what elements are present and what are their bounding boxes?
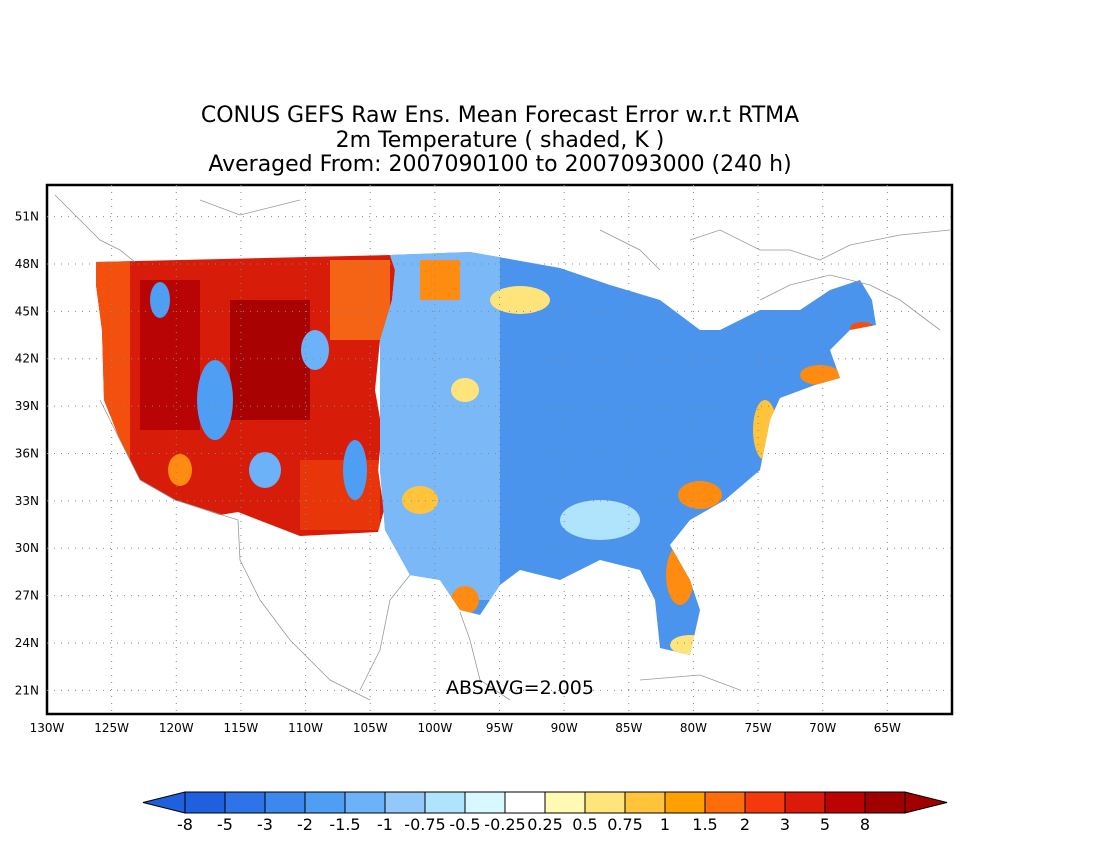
- colorbar-label: 1: [660, 815, 670, 834]
- y-tick-label: 30N: [15, 541, 39, 555]
- colorbar-label: -1: [377, 815, 393, 834]
- y-tick-label: 24N: [15, 636, 39, 650]
- colorbar-swatch: [544, 791, 586, 814]
- colorbar-label: -3: [257, 815, 273, 834]
- colorbar-label: -0.5: [449, 815, 480, 834]
- x-tick-label: 65W: [874, 721, 901, 735]
- y-tick-label: 39N: [15, 399, 39, 413]
- colorbar-swatch: [824, 791, 866, 814]
- colorbar-swatch: [464, 791, 506, 814]
- y-tick-label: 42N: [15, 352, 39, 366]
- title-line-1: CONUS GEFS Raw Ens. Mean Forecast Error …: [200, 103, 800, 128]
- colorbar-high-arrow: [904, 791, 948, 814]
- colorbar-label: 0.5: [572, 815, 597, 834]
- absavg-annotation: ABSAVG=2.005: [446, 677, 594, 699]
- x-tick-label: 130W: [30, 721, 65, 735]
- x-tick-label: 120W: [159, 721, 194, 735]
- colorbar-label: 5: [820, 815, 830, 834]
- colorbar-swatch: [784, 791, 826, 814]
- title-line-3: Averaged From: 2007090100 to 2007093000 …: [208, 152, 792, 177]
- x-tick-label: 95W: [486, 721, 513, 735]
- colorbar-label: -2: [297, 815, 313, 834]
- x-axis-ticks: 130W 125W 120W 115W 110W 105W 100W 95W 90W 85W 80W…: [30, 721, 901, 735]
- colorbar-swatch: [704, 791, 746, 814]
- x-tick-label: 105W: [353, 721, 388, 735]
- y-axis-ticks: 21N 24N 27N 30N 33N 36N 39N 42N 45N 48N 51N: [15, 210, 39, 698]
- colorbar-swatch: [664, 791, 706, 814]
- colorbar-label: -1.5: [329, 815, 360, 834]
- x-tick-label: 125W: [94, 721, 129, 735]
- x-tick-label: 80W: [680, 721, 707, 735]
- y-tick-label: 51N: [15, 210, 39, 224]
- colorbar-label: 0.25: [527, 815, 563, 834]
- colorbar: -8 -5 -3 -2 -1.5 -1 -0.75 -0.5 -0.25 0.25 0.5 0.75 1…: [142, 791, 948, 834]
- y-tick-label: 21N: [15, 683, 39, 697]
- y-tick-label: 36N: [15, 446, 39, 460]
- colorbar-label: -0.75: [404, 815, 445, 834]
- coastline-outline: [54, 194, 951, 701]
- x-tick-label: 110W: [288, 721, 323, 735]
- colorbar-swatch: [264, 791, 306, 814]
- colorbar-swatch: [424, 791, 466, 814]
- colorbar-swatch: [224, 791, 266, 814]
- y-tick-label: 45N: [15, 304, 39, 318]
- colorbar-swatch: [624, 791, 666, 814]
- x-tick-label: 115W: [224, 721, 259, 735]
- x-tick-label: 100W: [417, 721, 452, 735]
- colorbar-swatch: [584, 791, 626, 814]
- title-line-2: 2m Temperature ( shaded, K ): [335, 128, 665, 153]
- colorbar-swatch: [304, 791, 346, 814]
- colorbar-swatch: [344, 791, 386, 814]
- x-tick-label: 70W: [809, 721, 836, 735]
- colorbar-label: 0.75: [607, 815, 643, 834]
- y-tick-label: 27N: [15, 589, 39, 603]
- colorbar-swatch: [864, 791, 906, 814]
- colorbar-label: -5: [217, 815, 233, 834]
- colorbar-label: 8: [860, 815, 870, 834]
- colorbar-swatch: [504, 791, 546, 814]
- colorbar-label: -8: [177, 815, 193, 834]
- y-tick-label: 33N: [15, 494, 39, 508]
- colorbar-label: -0.25: [484, 815, 525, 834]
- y-tick-label: 48N: [15, 257, 39, 271]
- colorbar-label: 1.5: [692, 815, 717, 834]
- colorbar-low-arrow: [142, 791, 186, 814]
- colorbar-label: 3: [780, 815, 790, 834]
- colorbar-label: 2: [740, 815, 750, 834]
- x-tick-label: 90W: [551, 721, 578, 735]
- colorbar-swatch: [744, 791, 786, 814]
- colorbar-swatch: [184, 791, 226, 814]
- x-tick-label: 85W: [615, 721, 642, 735]
- colorbar-swatch: [384, 791, 426, 814]
- x-tick-label: 75W: [745, 721, 772, 735]
